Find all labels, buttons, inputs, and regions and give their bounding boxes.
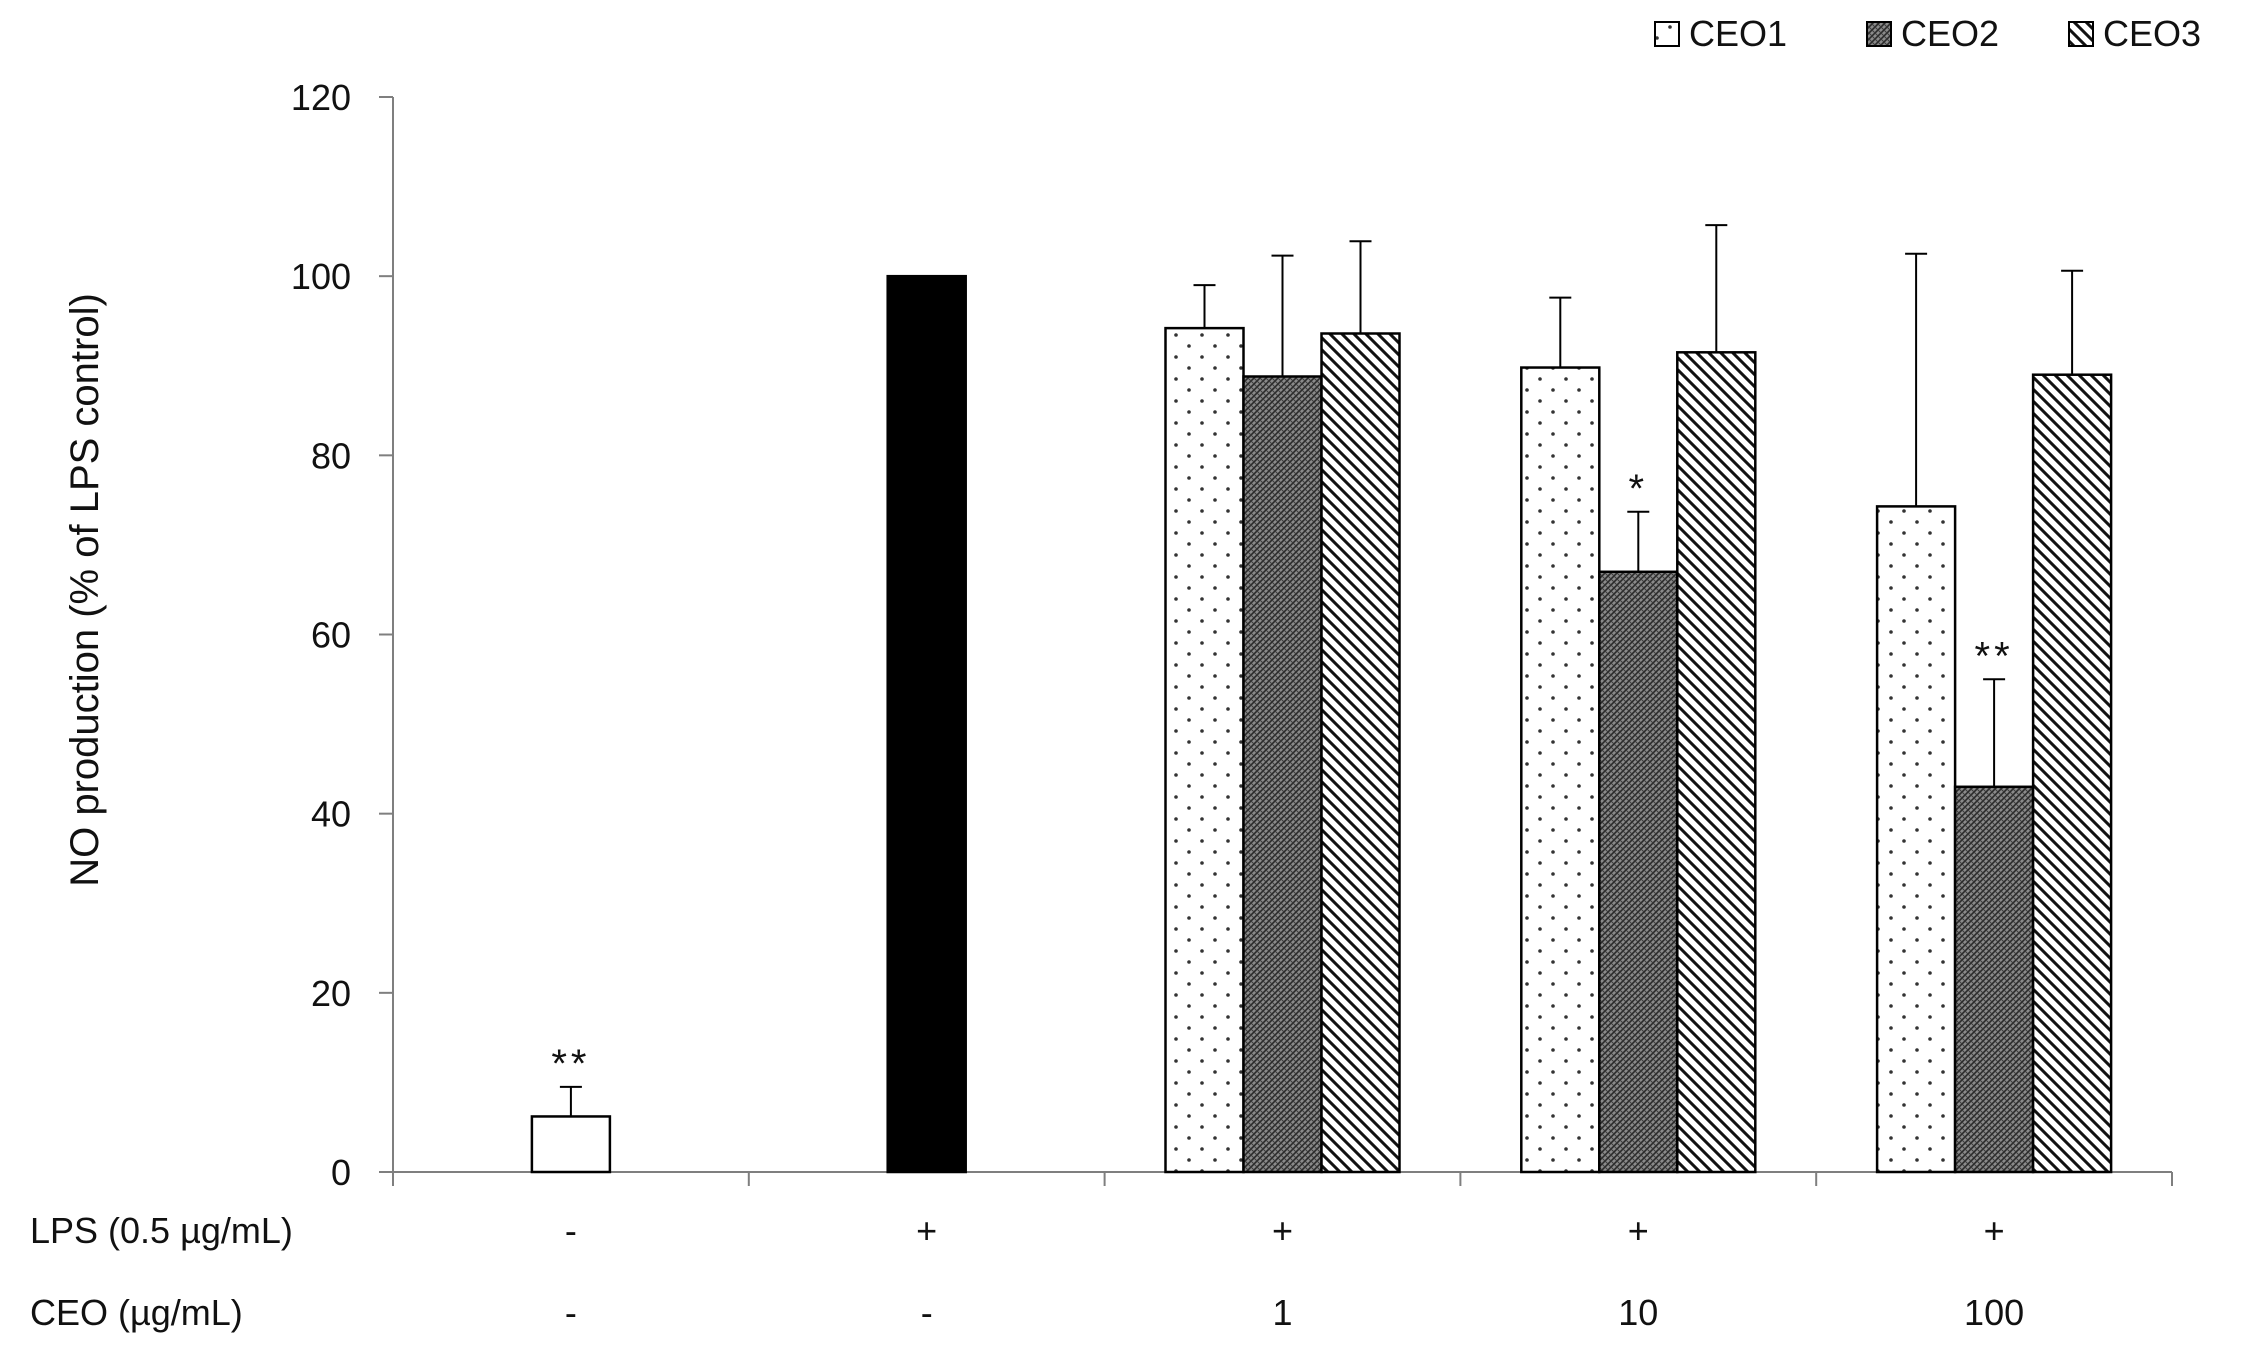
legend-swatch-ceo1 (1654, 21, 1680, 47)
lps-row-label: LPS (0.5 µg/mL) (30, 1210, 293, 1251)
y-tick-label: 100 (291, 256, 351, 297)
bar-ceo3 (2031, 373, 2113, 1174)
y-tick-label: 120 (291, 77, 351, 118)
control-bar (530, 1115, 612, 1174)
x-axis (392, 1171, 2173, 1186)
lps-value: + (1984, 1210, 2005, 1251)
lps-value: - (565, 1210, 577, 1251)
y-axis-title: NO production (% of LPS control) (63, 293, 107, 887)
ceo-value: - (921, 1292, 933, 1333)
condition-rows: LPS (0.5 µg/mL) CEO (µg/mL) - - + - +1 +10 +10… (30, 1210, 2024, 1333)
control-bar (886, 274, 967, 1174)
significance-marker: ** (1975, 634, 2014, 678)
bars (530, 274, 2113, 1174)
y-tick-label: 40 (311, 794, 351, 835)
y-tick-label: 60 (311, 615, 351, 656)
ceo-value: 100 (1964, 1292, 2024, 1333)
legend-label-ceo1: CEO1 (1689, 13, 1787, 54)
error-bars (559, 224, 2084, 1117)
legend: CEO1 CEO2 CEO3 (1654, 13, 2201, 54)
bar-ceo2 (1598, 570, 1679, 1174)
legend-swatch-ceo2 (1866, 21, 1892, 47)
bar-ceo3 (1320, 332, 1401, 1174)
lps-value: + (916, 1210, 937, 1251)
legend-label-ceo2: CEO2 (1901, 13, 1999, 54)
bar-ceo3 (1676, 351, 1757, 1174)
bar-ceo1 (1520, 366, 1601, 1174)
ceo-value: 10 (1618, 1292, 1658, 1333)
ceo-value: 1 (1272, 1292, 1292, 1333)
y-tick-label: 20 (311, 973, 351, 1014)
bar-ceo2 (1953, 785, 2035, 1174)
significance-marker: ** (551, 1042, 590, 1086)
bar-ceo1 (1164, 326, 1245, 1174)
significance-markers: ***** (551, 467, 2014, 1086)
y-tick-label: 80 (311, 435, 351, 476)
lps-value: + (1272, 1210, 1293, 1251)
bar-ceo2 (1242, 375, 1323, 1174)
y-axis: 0 20 40 60 80 100 120 (291, 77, 394, 1193)
bar-ceo1 (1875, 505, 1957, 1174)
legend-label-ceo3: CEO3 (2103, 13, 2201, 54)
legend-swatch-ceo3 (2068, 21, 2094, 47)
ceo-value: - (565, 1292, 577, 1333)
lps-value: + (1628, 1210, 1649, 1251)
significance-marker: * (1629, 467, 1649, 511)
y-tick-label: 0 (331, 1152, 351, 1193)
ceo-row-label: CEO (µg/mL) (30, 1292, 243, 1333)
